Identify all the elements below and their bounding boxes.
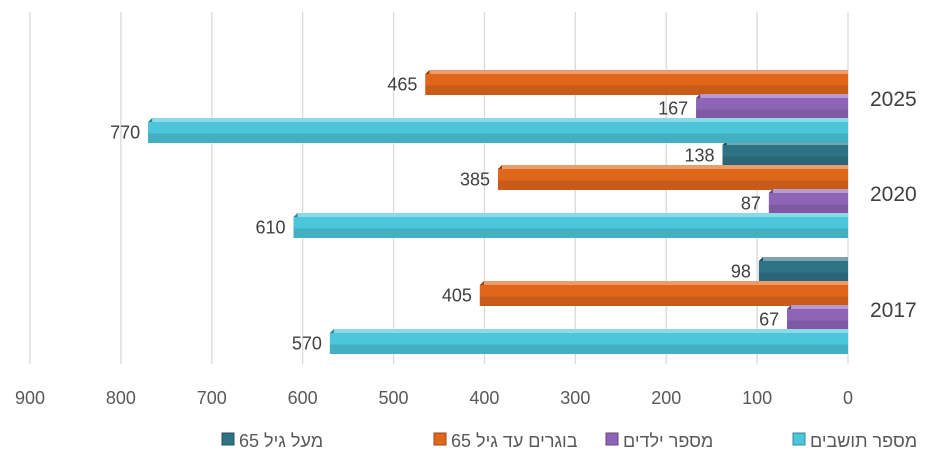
bar-shade xyxy=(148,133,849,143)
legend-swatch xyxy=(433,432,447,446)
bar-shade xyxy=(787,320,848,330)
x-tick-label: 900 xyxy=(15,388,45,408)
bar-top-face xyxy=(425,70,848,74)
y-axis: 2017 2020 2025 xyxy=(870,88,917,322)
bar-top-face xyxy=(293,213,849,217)
legend-swatch xyxy=(221,432,235,446)
legend-label: מעל גיל 65 xyxy=(239,431,323,451)
bar-shade xyxy=(425,85,848,95)
data-label: 98 xyxy=(731,262,751,282)
x-tick-label: 600 xyxy=(288,388,318,408)
bar xyxy=(758,257,848,282)
legend-swatch xyxy=(792,432,806,446)
data-label: 87 xyxy=(741,194,761,214)
bar xyxy=(329,329,848,354)
data-label: 138 xyxy=(685,146,715,166)
data-label: 465 xyxy=(387,75,417,95)
bar xyxy=(425,70,848,95)
data-labels: 98 405 67 570 138 385 87 610 465 167 770 xyxy=(110,75,779,354)
data-label: 405 xyxy=(442,286,472,306)
bar-top-face xyxy=(479,281,848,285)
legend-label: מספר ילדים xyxy=(623,431,713,451)
bar-shade xyxy=(696,109,848,119)
bar xyxy=(498,165,848,190)
category-label: 2025 xyxy=(870,88,917,111)
legend-label: מספר תושבים xyxy=(810,431,917,451)
x-tick-label: 0 xyxy=(843,388,853,408)
bar xyxy=(293,213,849,238)
bars xyxy=(148,70,849,354)
legend-item: מעל גיל 65 xyxy=(221,431,323,451)
x-tick-label: 200 xyxy=(651,388,681,408)
data-label: 67 xyxy=(759,310,779,330)
bar-top-face xyxy=(329,329,848,333)
bar-shade xyxy=(329,344,848,354)
bar xyxy=(722,141,848,166)
bar-shade xyxy=(293,228,849,238)
bar-shade xyxy=(768,204,848,214)
x-tick-label: 100 xyxy=(742,388,772,408)
category-label: 2017 xyxy=(870,299,917,322)
x-tick-label: 700 xyxy=(197,388,227,408)
data-label: 610 xyxy=(256,218,286,238)
bar xyxy=(696,94,848,119)
bar-shade xyxy=(758,272,848,282)
x-tick-label: 800 xyxy=(106,388,136,408)
bar-shade xyxy=(479,296,848,306)
x-tick-label: 300 xyxy=(560,388,590,408)
bar xyxy=(148,118,849,143)
bar xyxy=(479,281,848,306)
legend-item: מספר ילדים xyxy=(605,431,713,451)
legend-swatch xyxy=(605,432,619,446)
bar-top-face xyxy=(696,94,848,98)
x-tick-label: 400 xyxy=(469,388,499,408)
legend-item: בוגרים עד גיל 65 xyxy=(433,431,578,451)
bar-top-face xyxy=(768,189,848,193)
bar xyxy=(787,305,848,330)
data-label: 570 xyxy=(292,334,322,354)
bar xyxy=(768,189,848,214)
bar-top-face xyxy=(498,165,848,169)
legend-item: מספר תושבים xyxy=(792,431,917,451)
legend-label: בוגרים עד גיל 65 xyxy=(451,431,578,451)
bar-top-face xyxy=(758,257,848,261)
x-tick-label: 500 xyxy=(379,388,409,408)
data-label: 167 xyxy=(658,99,688,119)
bar-top-face xyxy=(787,305,848,309)
x-axis: 0 100 200 300 400 500 600 700 800 900 xyxy=(15,388,853,408)
legend: מספר תושבים מספר ילדים בוגרים עד גיל 65 מעל… xyxy=(221,431,917,451)
bar-shade xyxy=(498,180,848,190)
data-label: 385 xyxy=(460,170,490,190)
bar-shade xyxy=(722,156,848,166)
category-label: 2020 xyxy=(870,183,917,206)
bar-top-face xyxy=(148,118,849,122)
data-label: 770 xyxy=(110,123,140,143)
